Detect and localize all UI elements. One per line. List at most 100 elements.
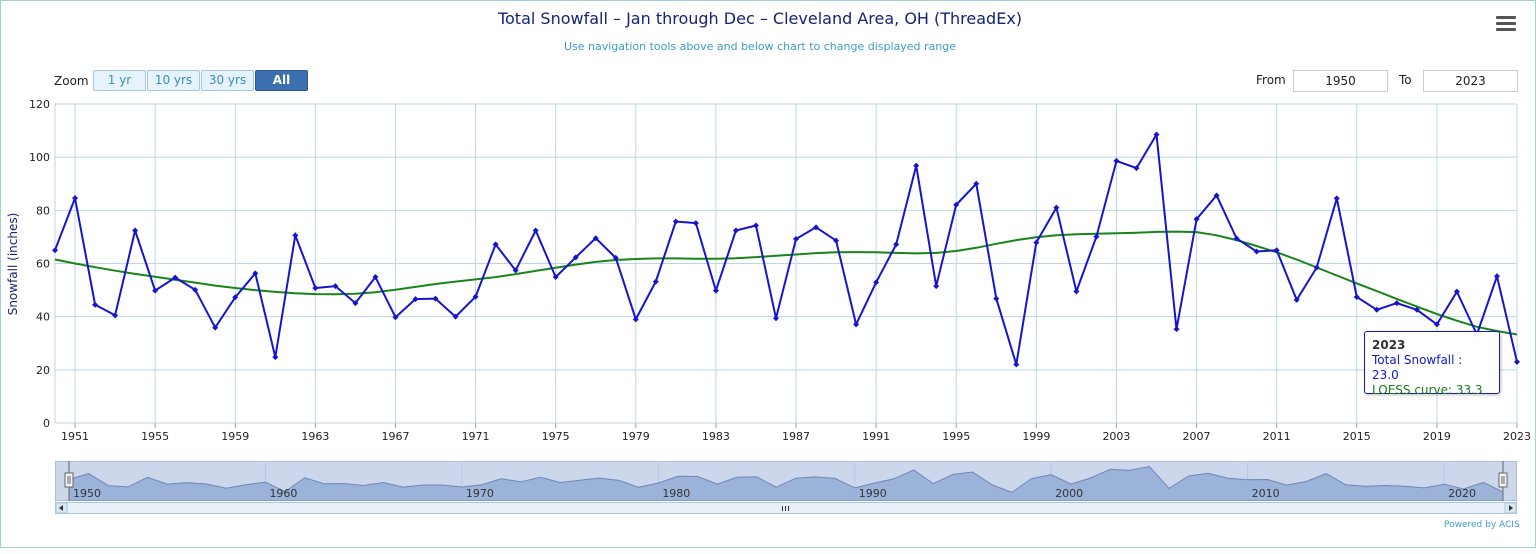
y-tick-label: 0 (43, 417, 50, 430)
snowfall-point[interactable] (793, 236, 800, 243)
snowfall-point[interactable] (412, 296, 419, 303)
snowfall-point[interactable] (692, 220, 699, 227)
snowfall-point[interactable] (372, 274, 379, 281)
x-tick-label: 1959 (221, 430, 249, 443)
snowfall-point[interactable] (112, 312, 119, 319)
snowfall-point[interactable] (752, 222, 759, 229)
y-tick-label: 40 (36, 311, 50, 324)
snowfall-point[interactable] (1053, 204, 1060, 211)
snowfall-point[interactable] (1273, 247, 1280, 254)
snowfall-point[interactable] (492, 241, 499, 248)
snowfall-point[interactable] (1453, 288, 1460, 295)
snowfall-point[interactable] (292, 232, 299, 239)
snowfall-point[interactable] (953, 201, 960, 208)
snowfall-point[interactable] (813, 224, 820, 231)
snowfall-point[interactable] (172, 274, 179, 281)
snowfall-point[interactable] (1293, 296, 1300, 303)
snowfall-point[interactable] (1253, 248, 1260, 255)
zoom-30yrs-button[interactable]: 30 yrs (201, 70, 254, 91)
snowfall-point[interactable] (1413, 306, 1420, 313)
snowfall-point[interactable] (1193, 216, 1200, 223)
snowfall-point[interactable] (652, 278, 659, 285)
credit-link[interactable]: Powered by ACIS (1444, 520, 1520, 530)
snowfall-point[interactable] (612, 254, 619, 261)
range-scrollbar[interactable] (55, 502, 1517, 514)
snowfall-point[interactable] (1353, 293, 1360, 300)
tooltip-snowfall: Total Snowfall : 23.0 (1372, 353, 1463, 382)
snowfall-point[interactable] (272, 354, 279, 361)
snowfall-point[interactable] (833, 237, 840, 244)
range-from-label: From (1256, 73, 1286, 87)
x-tick-label: 1991 (862, 430, 890, 443)
zoom-all-button[interactable]: All (255, 70, 308, 91)
snowfall-point[interactable] (1433, 321, 1440, 328)
x-tick-label: 1995 (942, 430, 970, 443)
snowfall-point[interactable] (472, 293, 479, 300)
snowfall-point[interactable] (592, 235, 599, 242)
snowfall-point[interactable] (913, 162, 920, 169)
snowfall-point[interactable] (572, 254, 579, 261)
snowfall-point[interactable] (1493, 273, 1500, 280)
zoom-1yr-button[interactable]: 1 yr (93, 70, 146, 91)
snowfall-point[interactable] (853, 321, 860, 328)
snowfall-point[interactable] (192, 286, 199, 293)
snowfall-point[interactable] (132, 227, 139, 234)
snowfall-point[interactable] (432, 295, 439, 302)
snowfall-point[interactable] (312, 284, 319, 291)
snowfall-point[interactable] (873, 279, 880, 286)
snowfall-point[interactable] (552, 274, 559, 281)
snowfall-point[interactable] (1013, 361, 1020, 368)
snowfall-point[interactable] (392, 314, 399, 321)
snowfall-line (54, 131, 1518, 365)
snowfall-point[interactable] (532, 227, 539, 234)
snowfall-point[interactable] (1233, 235, 1240, 242)
snowfall-point[interactable] (72, 195, 79, 202)
snowfall-point[interactable] (632, 316, 639, 323)
snowfall-point[interactable] (352, 300, 359, 307)
snowfall-point[interactable] (712, 287, 719, 294)
snowfall-point[interactable] (1373, 306, 1380, 313)
snowfall-point[interactable] (973, 180, 980, 187)
snowfall-point[interactable] (1313, 264, 1320, 271)
snowfall-point[interactable] (1113, 157, 1120, 164)
snowfall-point[interactable] (252, 270, 259, 277)
navigator[interactable]: 1950 1960 1970 1980 1990 2000 2010 2020 (55, 461, 1517, 501)
snowfall-point[interactable] (1393, 300, 1400, 307)
hamburger-menu-icon[interactable] (1496, 16, 1516, 32)
snowfall-point[interactable] (772, 315, 779, 322)
range-to-input[interactable]: 2023 (1423, 70, 1518, 92)
snowfall-point[interactable] (672, 218, 679, 225)
snowfall-point[interactable] (512, 267, 519, 274)
range-to-label: To (1399, 73, 1412, 87)
snowfall-point[interactable] (893, 241, 900, 248)
snowfall-point[interactable] (1173, 326, 1180, 333)
snowfall-point[interactable] (332, 283, 339, 290)
snowfall-point[interactable] (732, 227, 739, 234)
chart-title: Total Snowfall – Jan through Dec – Cleve… (497, 9, 1023, 28)
snowfall-point[interactable] (1333, 195, 1340, 202)
snowfall-point[interactable] (1073, 288, 1080, 295)
snowfall-point[interactable] (993, 295, 1000, 302)
snowfall-point[interactable] (452, 313, 459, 320)
snowfall-point[interactable] (1153, 131, 1160, 138)
snowfall-point[interactable] (152, 287, 159, 294)
snowfall-point[interactable] (1514, 358, 1520, 365)
snowfall-point[interactable] (1133, 165, 1140, 172)
snowfall-point[interactable] (52, 247, 58, 254)
navigator-right-handle[interactable] (1498, 461, 1508, 501)
x-tick-label: 2023 (1503, 430, 1531, 443)
menu-bar (1496, 22, 1516, 25)
navigator-tick-label: 1950 (73, 487, 101, 500)
loess-curve-line (54, 230, 1518, 336)
snowfall-point[interactable] (1033, 239, 1040, 246)
snowfall-point[interactable] (212, 324, 219, 331)
zoom-10yrs-button[interactable]: 10 yrs (147, 70, 200, 91)
scrollbar-grip-icon[interactable] (782, 506, 789, 511)
snowfall-point[interactable] (92, 301, 99, 308)
snowfall-point[interactable] (933, 283, 940, 290)
navigator-left-handle[interactable] (64, 461, 74, 501)
snowfall-point[interactable] (1213, 192, 1220, 199)
snowfall-point[interactable] (232, 294, 239, 301)
snowfall-point[interactable] (1093, 233, 1100, 240)
range-from-input[interactable]: 1950 (1293, 70, 1388, 92)
